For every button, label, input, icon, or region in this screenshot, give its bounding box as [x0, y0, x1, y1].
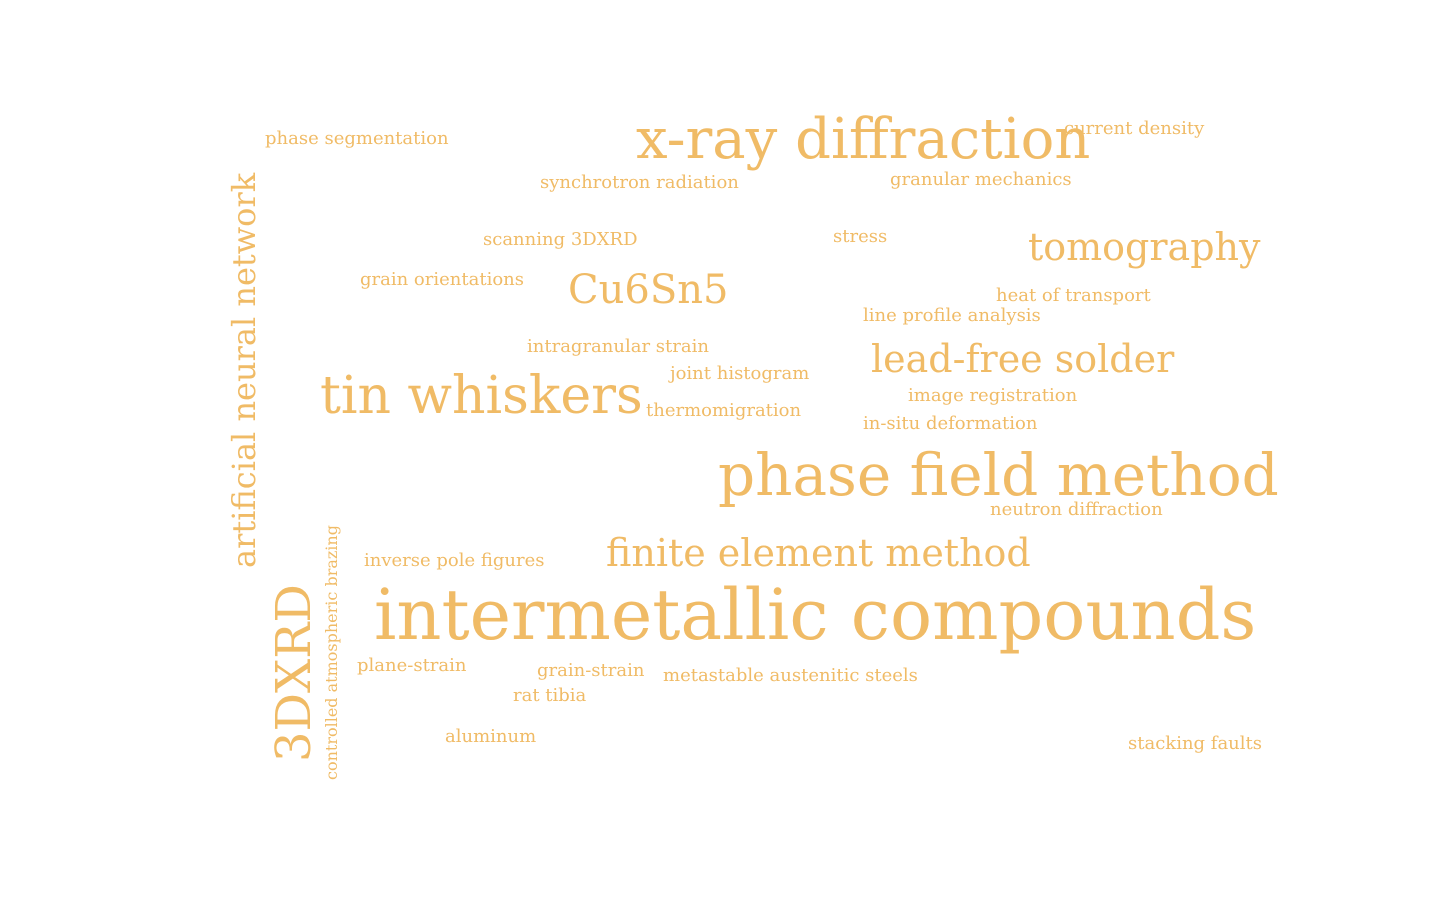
- word-3dxrd: 3DXRD: [266, 584, 322, 762]
- word-lead-free-solder: lead-free solder: [871, 337, 1175, 381]
- word-image-registration: image registration: [908, 385, 1078, 406]
- word-aluminum: aluminum: [445, 726, 537, 747]
- word-stress: stress: [833, 226, 888, 247]
- word-scanning-3dxrd: scanning 3DXRD: [483, 229, 638, 250]
- word-neutron-diffraction: neutron diffraction: [990, 499, 1163, 520]
- word-metastable-austenitic-steels: metastable austenitic steels: [663, 665, 918, 686]
- word-artificial-neural-network: artificial neural network: [225, 172, 263, 568]
- word-cu6sn5: Cu6Sn5: [568, 267, 729, 313]
- word-line-profile-analysis: line profile analysis: [863, 305, 1041, 326]
- word-intermetallic-compounds: intermetallic compounds: [374, 574, 1257, 656]
- word-grain-strain: grain-strain: [537, 660, 645, 681]
- word-stacking-faults: stacking faults: [1128, 733, 1262, 754]
- word-joint-histogram: joint histogram: [670, 363, 810, 384]
- word-heat-of-transport: heat of transport: [996, 285, 1151, 306]
- word-current-density: current density: [1064, 118, 1205, 139]
- word-controlled-atmospheric-brazing: controlled atmospheric brazing: [322, 525, 341, 780]
- word-granular-mechanics: granular mechanics: [890, 169, 1072, 190]
- word-in-situ-deformation: in-situ deformation: [863, 413, 1038, 434]
- word-finite-element-method: finite element method: [606, 531, 1031, 575]
- word-synchrotron-radiation: synchrotron radiation: [540, 172, 739, 193]
- word-intragranular-strain: intragranular strain: [527, 336, 709, 357]
- word-tin-whiskers: tin whiskers: [320, 366, 643, 426]
- word-grain-orientations: grain orientations: [360, 269, 524, 290]
- word-phase-segmentation: phase segmentation: [265, 128, 449, 149]
- word-rat-tibia: rat tibia: [513, 685, 587, 706]
- word-x-ray-diffraction: x-ray diffraction: [636, 107, 1091, 172]
- word-thermomigration: thermomigration: [646, 400, 802, 421]
- word-plane-strain: plane-strain: [357, 655, 467, 676]
- word-tomography: tomography: [1028, 225, 1261, 269]
- word-phase-field-method: phase field method: [718, 441, 1279, 509]
- word-inverse-pole-figures: inverse pole figures: [364, 550, 545, 571]
